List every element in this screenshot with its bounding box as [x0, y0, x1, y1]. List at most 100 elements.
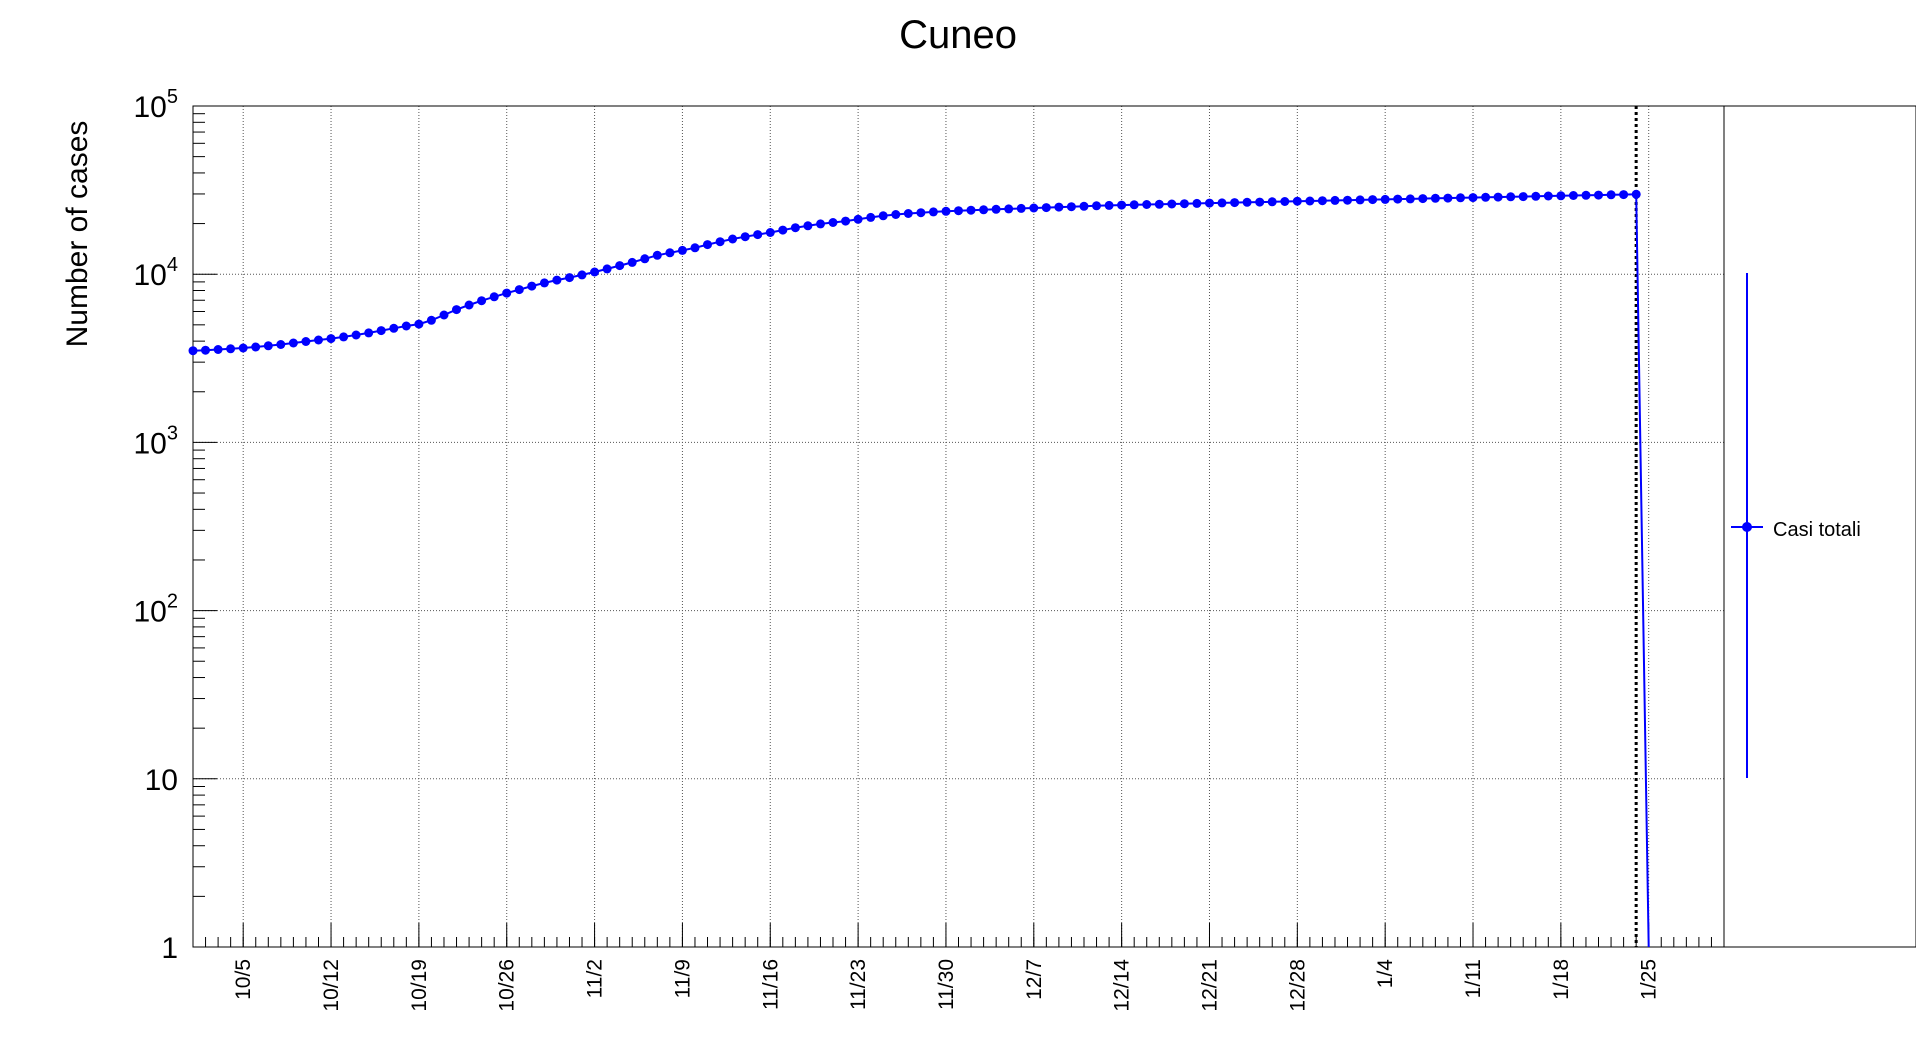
- data-point: [1481, 192, 1491, 202]
- data-point: [1368, 195, 1378, 205]
- data-point: [816, 219, 825, 229]
- data-point: [1117, 200, 1127, 210]
- data-point: [452, 305, 461, 315]
- data-point: [1355, 195, 1365, 205]
- data-point: [251, 342, 261, 352]
- data-point: [376, 326, 386, 336]
- x-tick-label: 11/23: [847, 959, 870, 1010]
- x-tick-label: 12/7: [1023, 959, 1046, 1000]
- legend-label: Casi totali: [1773, 519, 1861, 541]
- data-point: [966, 205, 976, 215]
- data-point: [1104, 200, 1114, 210]
- data-point: [1443, 193, 1453, 203]
- data-point: [1004, 204, 1014, 214]
- data-point: [1230, 198, 1240, 208]
- data-point: [903, 209, 913, 218]
- data-point: [1154, 199, 1164, 209]
- x-tick-label: 12/14: [1111, 959, 1134, 1012]
- data-point: [489, 292, 499, 302]
- data-point: [1217, 198, 1227, 208]
- x-tick-label: 1/25: [1638, 959, 1661, 1000]
- data-point: [790, 223, 800, 233]
- data-point: [841, 216, 851, 226]
- data-point: [238, 343, 248, 353]
- data-point: [853, 214, 863, 224]
- legend: Casi totali: [1731, 273, 1861, 778]
- data-point: [527, 281, 537, 291]
- data-point: [1631, 189, 1641, 199]
- data-point: [1405, 194, 1415, 204]
- data-point: [916, 208, 926, 218]
- data-point: [1493, 192, 1503, 202]
- legend-marker: [1742, 522, 1752, 532]
- data-point: [891, 210, 901, 219]
- x-tick-label: 12/28: [1286, 959, 1309, 1012]
- x-tick-label: 11/16: [759, 959, 782, 1010]
- data-point: [314, 335, 323, 345]
- chart-title: Cuneo: [899, 13, 1017, 57]
- data-point: [665, 248, 675, 258]
- data-point: [401, 321, 411, 331]
- data-point: [1255, 197, 1265, 207]
- data-point: [1205, 198, 1214, 208]
- data-point: [201, 345, 210, 355]
- data-point: [226, 344, 236, 354]
- data-point: [1468, 193, 1478, 203]
- data-point: [288, 338, 298, 348]
- data-point: [1343, 195, 1352, 205]
- data-point: [1267, 197, 1277, 207]
- data-point: [577, 270, 587, 280]
- data-point: [941, 206, 951, 216]
- data-point: [828, 218, 838, 227]
- data-point: [301, 337, 311, 346]
- data-point: [276, 340, 286, 349]
- data-point: [1518, 192, 1528, 202]
- data-point: [677, 245, 687, 255]
- data-point: [1129, 200, 1139, 210]
- data-point: [1393, 194, 1403, 204]
- series-layer: [188, 189, 1650, 948]
- data-point: [991, 204, 1001, 214]
- data-point: [1029, 203, 1039, 213]
- x-tick-label: 11/2: [584, 959, 607, 998]
- y-axis-label: Number of cases: [61, 121, 94, 348]
- data-point: [414, 319, 424, 329]
- x-tick-label: 10/26: [496, 959, 519, 1012]
- data-point: [426, 315, 436, 325]
- data-point: [1556, 191, 1566, 201]
- data-point: [602, 264, 612, 274]
- data-point: [740, 232, 750, 242]
- data-point: [627, 257, 637, 267]
- data-point: [1280, 197, 1290, 206]
- data-point: [1594, 190, 1603, 200]
- data-point: [778, 225, 788, 235]
- data-point: [502, 288, 512, 298]
- data-point: [979, 205, 989, 215]
- data-point: [1581, 190, 1591, 200]
- data-point: [954, 206, 963, 216]
- data-point: [1317, 196, 1327, 206]
- data-point: [188, 346, 198, 356]
- x-tick-label: 1/11: [1462, 959, 1485, 998]
- data-point: [1418, 194, 1428, 204]
- y-tick-label: 102: [134, 591, 179, 629]
- data-point: [1456, 193, 1465, 203]
- data-point: [514, 285, 524, 295]
- data-point: [1543, 191, 1553, 201]
- data-point: [690, 243, 700, 253]
- data-point: [803, 221, 813, 231]
- data-point: [1092, 201, 1101, 211]
- data-point: [364, 328, 374, 338]
- x-tick-label: 11/30: [935, 959, 958, 1010]
- data-point: [1430, 193, 1440, 203]
- data-point: [1619, 190, 1629, 200]
- y-tick-label: 10: [145, 764, 178, 797]
- data-point: [477, 296, 487, 306]
- data-point: [1041, 203, 1051, 213]
- data-point: [765, 228, 775, 237]
- data-point: [1292, 196, 1302, 206]
- x-tick-label: 10/19: [408, 959, 431, 1012]
